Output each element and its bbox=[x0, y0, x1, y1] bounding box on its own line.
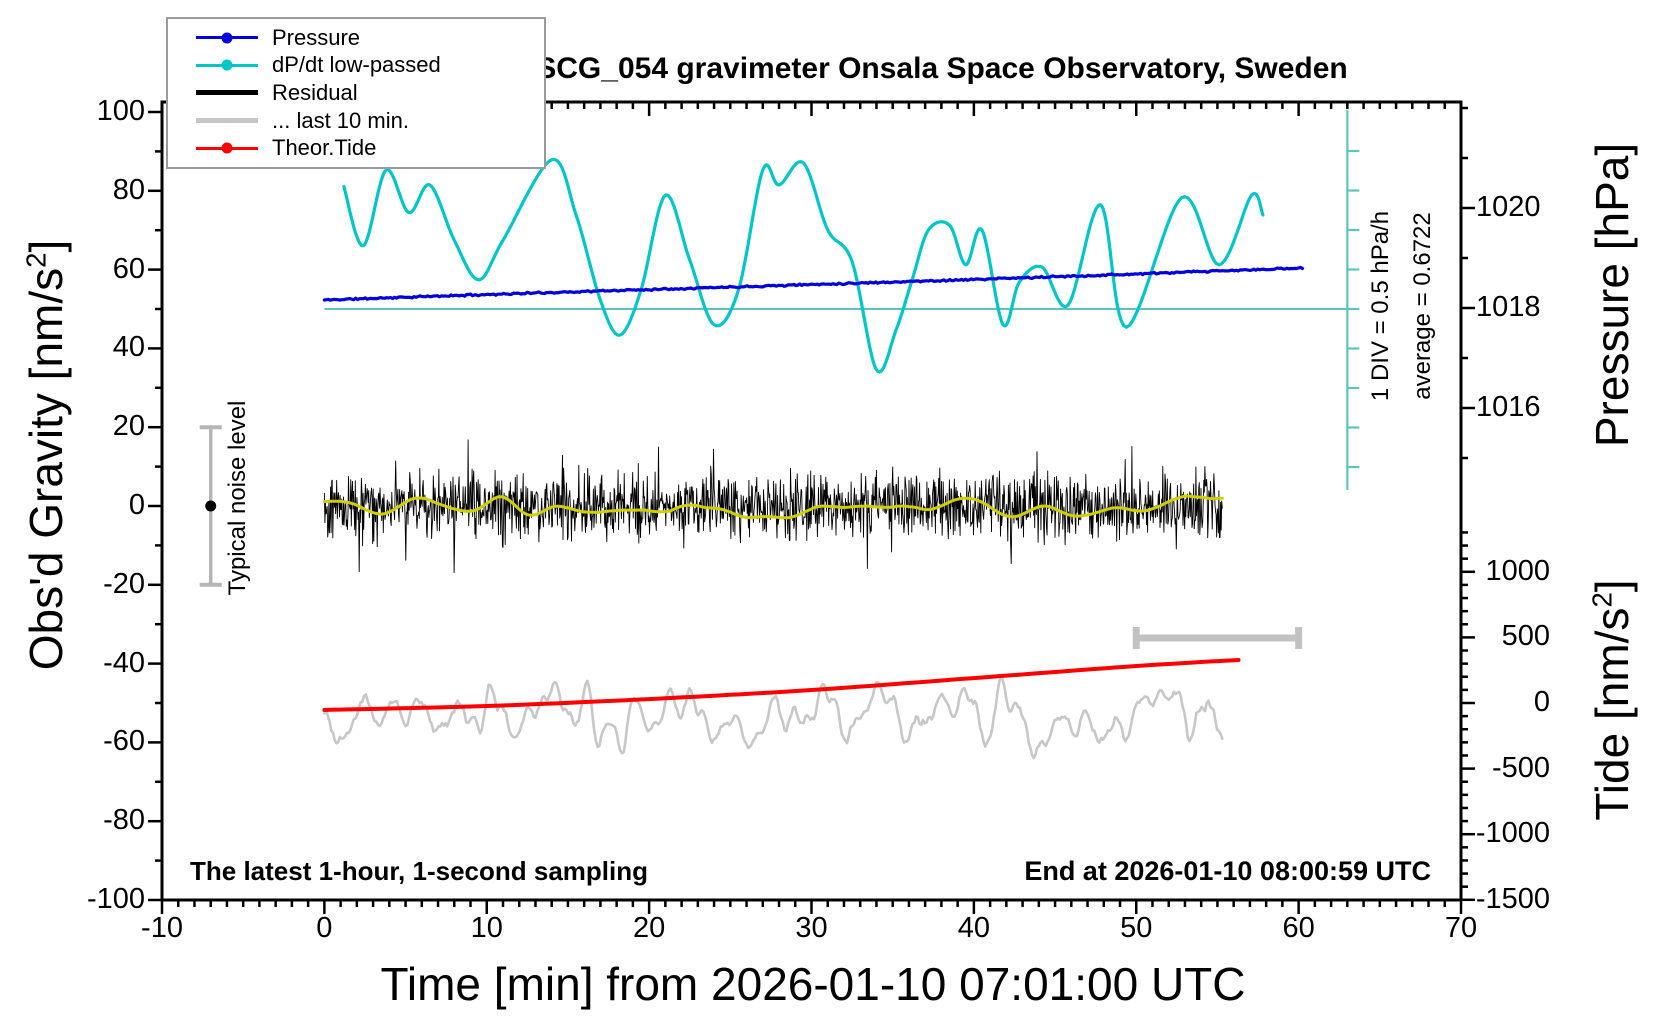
tide-tick-label: 0 bbox=[1533, 686, 1550, 718]
legend-label: Residual bbox=[272, 79, 358, 105]
gravity-axis-title: Obs'd Gravity [nm/s2] bbox=[19, 240, 73, 671]
legend-label: Pressure bbox=[272, 24, 361, 50]
gravity-axis-title-close: ] bbox=[20, 239, 72, 253]
average-annotation: average = 0.6722 bbox=[1409, 212, 1436, 400]
pressure-tick-label: 1016 bbox=[1476, 391, 1541, 423]
gravity-tick-label: 100 bbox=[96, 95, 145, 127]
legend-label: Theor.Tide bbox=[272, 135, 377, 161]
chart-title: SCG_054 gravimeter Onsala Space Observat… bbox=[536, 52, 1348, 85]
gravity-tick-label: 20 bbox=[112, 410, 145, 443]
residual-line-sample-icon bbox=[196, 90, 258, 96]
x-tick-label: 0 bbox=[316, 912, 333, 944]
gravity-tick-label: 0 bbox=[128, 489, 145, 521]
x-tick-label: 30 bbox=[795, 912, 828, 944]
x-tick-label: 60 bbox=[1282, 912, 1315, 944]
x-tick-label: 40 bbox=[957, 912, 990, 944]
x-tick-label: 10 bbox=[470, 912, 503, 944]
tide-tick-label: 1000 bbox=[1485, 554, 1550, 587]
gravity-axis-title-text: Obs'd Gravity [nm/s bbox=[20, 267, 72, 671]
x-axis-title: Time [min] from 2026-01-10 07:01:00 UTC bbox=[380, 958, 1246, 1010]
x-tick-label: -10 bbox=[141, 912, 183, 944]
gravity-tick-label: -20 bbox=[103, 567, 145, 600]
legend-label: ... last 10 min. bbox=[272, 107, 409, 133]
tide-axis-title-sup: 2 bbox=[1586, 592, 1618, 608]
legend-item-dpdt: dP/dt low-passed bbox=[168, 52, 544, 78]
gravity-tick-label: 80 bbox=[112, 173, 145, 206]
last10-line-sample-icon bbox=[196, 118, 258, 124]
sampling-note: The latest 1-hour, 1-second sampling bbox=[190, 856, 648, 886]
x-tick-label: 50 bbox=[1120, 912, 1153, 944]
noise-level-label: Typical noise level bbox=[224, 400, 251, 596]
pressure-axis-title: Pressure [hPa] bbox=[1586, 142, 1638, 448]
legend-item-last10: ... last 10 min. bbox=[168, 108, 544, 134]
dpdt-line-sample-icon bbox=[196, 59, 258, 71]
tide-tick-label: -500 bbox=[1491, 751, 1550, 784]
gravity-tick-label: -100 bbox=[86, 883, 145, 915]
legend-item-residual: Residual bbox=[168, 80, 544, 106]
gravity-axis-title-sup: 2 bbox=[20, 252, 52, 268]
tide-line-sample-icon bbox=[196, 142, 258, 154]
tide-tick-label: -1000 bbox=[1475, 817, 1550, 850]
tide-axis-title-close: ] bbox=[1586, 579, 1638, 593]
pressure-line-sample-icon bbox=[196, 32, 258, 44]
legend-box: Pressure dP/dt low-passed Residual ... l… bbox=[166, 17, 546, 169]
tide-axis-title: Tide [nm/s2] bbox=[1585, 579, 1639, 820]
gravity-tick-label: 40 bbox=[112, 331, 145, 364]
legend-label: dP/dt low-passed bbox=[272, 52, 441, 78]
tide-tick-label: 500 bbox=[1501, 620, 1550, 653]
end-time-note: End at 2026-01-10 08:00:59 UTC bbox=[1024, 856, 1431, 886]
legend-item-pressure: Pressure bbox=[168, 25, 544, 51]
div-scale-annotation: 1 DIV = 0.5 hPa/h bbox=[1367, 210, 1394, 402]
gravity-tick-label: -80 bbox=[103, 804, 145, 837]
tide-tick-label: -1500 bbox=[1475, 882, 1550, 915]
pressure-tick-label: 1020 bbox=[1476, 191, 1541, 223]
x-tick-label: 20 bbox=[632, 912, 666, 944]
x-tick-label: 70 bbox=[1444, 912, 1478, 944]
tide-axis-title-text: Tide [nm/s bbox=[1586, 607, 1638, 821]
gravity-tick-label: -60 bbox=[103, 725, 145, 758]
gravity-tick-label: 60 bbox=[112, 252, 145, 285]
gravity-tick-label: -40 bbox=[103, 646, 145, 679]
pressure-tick-label: 1018 bbox=[1476, 291, 1541, 323]
legend-item-tide: Theor.Tide bbox=[168, 135, 544, 161]
